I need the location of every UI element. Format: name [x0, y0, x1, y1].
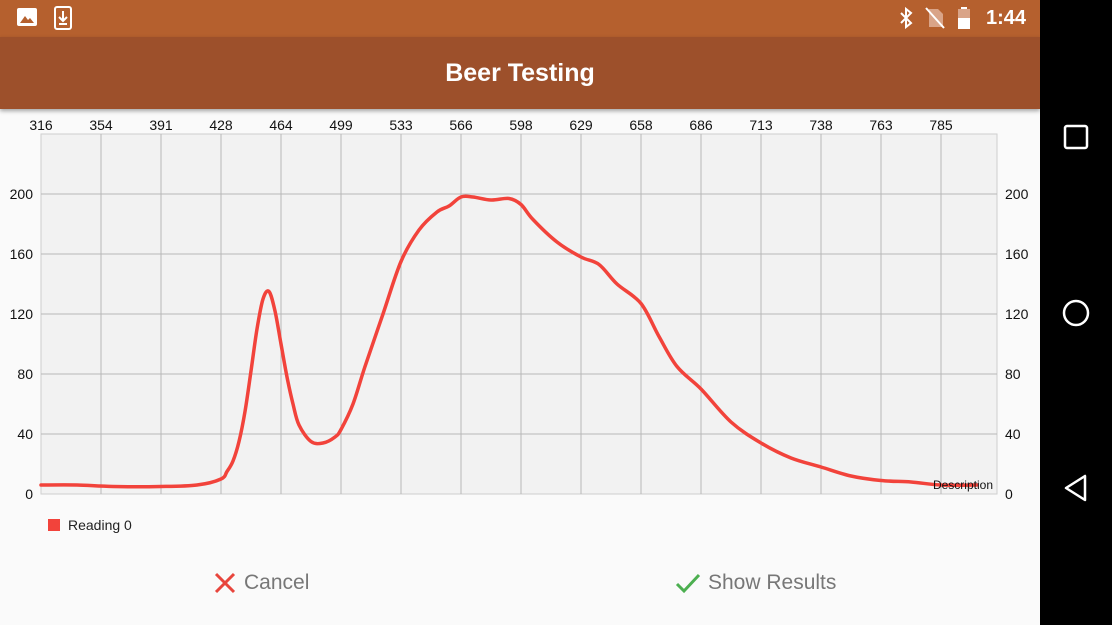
y-tick-label-right: 0 [1005, 486, 1013, 502]
legend-swatch [48, 519, 60, 531]
y-tick-label-left: 120 [10, 306, 34, 322]
y-tick-label-left: 40 [17, 426, 33, 442]
x-tick-label: 686 [689, 117, 713, 133]
status-left-icons [16, 6, 74, 30]
cancel-label: Cancel [244, 571, 310, 594]
y-tick-label-right: 200 [1005, 186, 1029, 202]
series-line-reading-0 [39, 194, 979, 489]
y-tick-label-right: 120 [1005, 306, 1029, 322]
x-tick-label: 464 [269, 117, 293, 133]
close-icon [214, 572, 236, 594]
chart-description: Description [933, 478, 993, 492]
action-bar: Cancel Show Results [0, 560, 1040, 610]
back-icon [1064, 474, 1087, 502]
download-icon [54, 6, 72, 30]
y-tick-label-left: 80 [17, 366, 33, 382]
clock: 1:44 [985, 6, 1026, 29]
home-icon [1062, 299, 1090, 327]
recents-icon [1063, 124, 1089, 150]
x-tick-label: 566 [449, 117, 473, 133]
y-tick-label-right: 160 [1005, 246, 1029, 262]
x-tick-label: 738 [809, 117, 833, 133]
no-sim-icon [925, 7, 945, 29]
x-tick-label: 658 [629, 117, 653, 133]
x-tick-label: 316 [29, 117, 53, 133]
y-tick-label-left: 200 [10, 186, 34, 202]
bluetooth-icon [900, 6, 913, 30]
status-bar: 1:44 [0, 0, 1040, 37]
recents-button[interactable] [1054, 115, 1098, 159]
chart-area[interactable]: 316 354 391 428 464 499 533 566 598 629 658 686 713 7… [0, 110, 1040, 540]
x-tick-label: 428 [209, 117, 233, 133]
back-button[interactable] [1054, 466, 1098, 510]
battery-icon [957, 7, 970, 29]
x-tick-label: 763 [869, 117, 893, 133]
spectrum-chart[interactable]: 316 354 391 428 464 499 533 566 598 629 658 686 713 7… [0, 110, 1040, 540]
app-bar: Beer Testing [0, 37, 1040, 109]
chart-legend: Reading 0 [48, 517, 132, 533]
cancel-button[interactable]: Cancel [208, 566, 313, 600]
x-tick-label: 785 [929, 117, 953, 133]
page-title: Beer Testing [445, 59, 595, 87]
x-tick-label: 629 [569, 117, 593, 133]
x-tick-label: 598 [509, 117, 533, 133]
x-tick-label: 354 [89, 117, 113, 133]
y-tick-label-left: 160 [10, 246, 34, 262]
system-nav-bar [1040, 0, 1112, 625]
show-results-label: Show Results [708, 571, 837, 594]
y-tick-label-right: 80 [1005, 366, 1021, 382]
check-icon [675, 573, 701, 594]
x-tick-label: 391 [149, 117, 173, 133]
x-tick-label: 713 [749, 117, 773, 133]
y-tick-label-right: 40 [1005, 426, 1021, 442]
y-tick-label-left: 0 [25, 486, 33, 502]
status-right-icons: 1:44 [898, 6, 1026, 30]
x-tick-label: 499 [329, 117, 353, 133]
legend-label: Reading 0 [68, 517, 132, 533]
show-results-button[interactable]: Show Results [670, 566, 840, 600]
image-icon [17, 8, 37, 26]
x-tick-label: 533 [389, 117, 413, 133]
home-button[interactable] [1054, 291, 1098, 335]
